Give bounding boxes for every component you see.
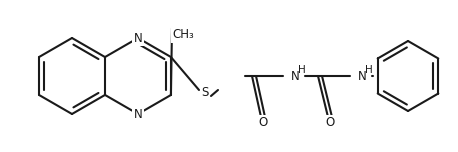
Text: N: N (134, 31, 142, 45)
Text: O: O (325, 116, 335, 130)
Text: H: H (365, 65, 373, 75)
Text: N: N (134, 107, 142, 121)
Text: S: S (202, 86, 209, 100)
Text: O: O (258, 116, 267, 130)
Text: N: N (358, 69, 366, 83)
Text: N: N (291, 69, 300, 83)
Text: H: H (298, 65, 306, 75)
Text: CH₃: CH₃ (172, 29, 194, 41)
